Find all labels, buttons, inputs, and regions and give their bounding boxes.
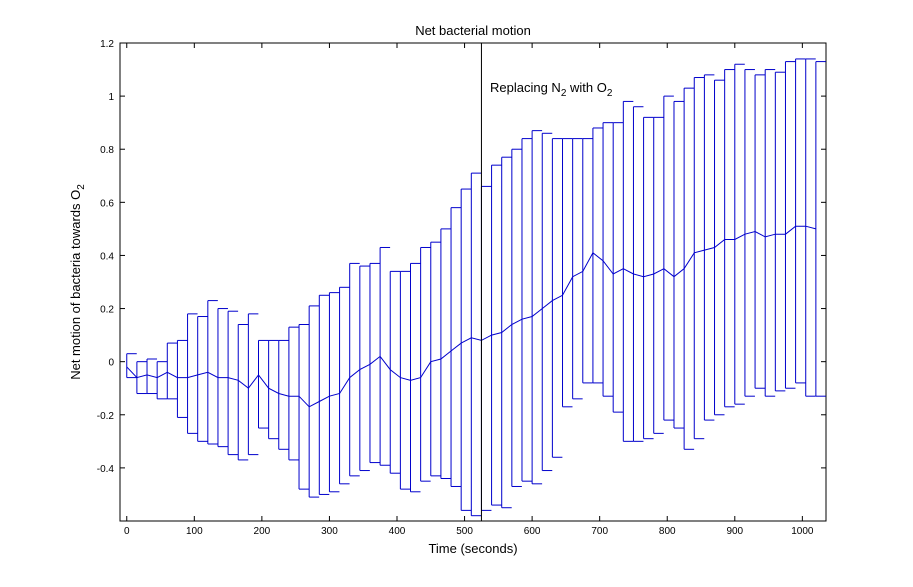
error-bar [734, 63, 745, 405]
error-bar [551, 138, 563, 458]
error-bar [146, 358, 158, 395]
error-bar [602, 122, 614, 397]
error-bar [410, 262, 421, 493]
error-bar [156, 361, 168, 400]
error-bar [318, 294, 330, 495]
x-tick-label: 500 [456, 526, 473, 537]
error-bar [612, 122, 624, 413]
error-bar [673, 100, 684, 429]
x-axis-ticks: 0 100 200 300 400 500 600 700 800 900 1000 [124, 43, 814, 537]
x-tick-label: 800 [659, 526, 676, 537]
y-tick-label: 0.6 [100, 198, 114, 209]
error-bar [450, 207, 462, 487]
error-bar [562, 138, 573, 408]
error-bar [744, 69, 755, 397]
error-bars [126, 58, 826, 517]
error-bar [430, 241, 441, 477]
error-bar [308, 305, 320, 498]
x-tick-label: 400 [389, 526, 406, 537]
error-bar [764, 69, 776, 397]
annotation-text: Replacing N2 with O2 [490, 80, 613, 99]
error-bar [420, 246, 431, 482]
error-bar [572, 138, 583, 400]
error-bar [288, 326, 299, 461]
y-axis-ticks: -0.4 -0.2 0 0.2 0.4 0.6 0.8 1 1.2 [97, 39, 826, 475]
y-axis-label-subscript: 2 [76, 184, 87, 190]
error-bar [582, 138, 593, 384]
error-bar [541, 132, 553, 472]
error-bar [693, 77, 705, 440]
error-bar [663, 95, 674, 421]
mean-line [126, 225, 817, 408]
error-bar [166, 342, 178, 400]
error-bar [227, 310, 239, 456]
plot-area [119, 42, 827, 522]
error-bar [197, 316, 208, 442]
annotation-part: with O [566, 80, 606, 95]
y-tick-label: -0.4 [97, 464, 115, 475]
error-bar [805, 58, 816, 397]
error-bar [389, 270, 401, 474]
error-bar [328, 292, 340, 493]
error-bar [187, 313, 198, 434]
error-bar [470, 172, 482, 517]
error-bar [784, 61, 796, 389]
annotation-part: Replacing N [490, 80, 561, 95]
error-bar [298, 323, 310, 490]
y-tick-label: 0.8 [100, 145, 114, 156]
error-bar [440, 228, 451, 480]
y-tick-label: 1 [108, 92, 114, 103]
annotation-subscript: 2 [561, 88, 567, 99]
x-tick-label: 0 [124, 526, 130, 537]
y-tick-label: 0 [108, 358, 114, 369]
error-bar [369, 262, 380, 464]
error-bar [268, 339, 279, 440]
x-axis-label: Time (seconds) [428, 541, 517, 556]
error-bar [460, 188, 472, 511]
x-tick-label: 700 [591, 526, 608, 537]
error-bar [339, 286, 350, 485]
x-tick-label: 1000 [791, 526, 814, 537]
x-tick-label: 200 [254, 526, 271, 537]
error-bar [257, 339, 269, 429]
x-tick-label: 100 [186, 526, 203, 537]
error-bar [349, 262, 360, 477]
error-bar [237, 323, 249, 461]
y-axis-label: Net motion of bacteria towards O2 [68, 184, 87, 380]
x-tick-label: 300 [321, 526, 338, 537]
error-bar [774, 71, 786, 392]
error-bar [359, 265, 370, 472]
y-tick-label: 0.4 [100, 251, 114, 262]
x-tick-label: 600 [524, 526, 541, 537]
error-bar [176, 339, 188, 418]
error-bar [622, 100, 634, 442]
error-bar [703, 74, 715, 421]
error-bar [643, 116, 654, 440]
error-bar [126, 353, 137, 379]
error-bar [592, 127, 603, 384]
error-bar [653, 116, 664, 434]
y-axis-label-main: Net motion of bacteria towards O [68, 190, 83, 380]
annotation-subscript: 2 [607, 88, 613, 99]
error-bar [278, 339, 289, 450]
y-tick-label: 1.2 [100, 39, 114, 50]
error-bar [724, 69, 735, 408]
error-bar [795, 58, 806, 384]
error-bar [521, 138, 532, 482]
chart-title: Net bacterial motion [415, 23, 531, 38]
y-tick-label: -0.2 [97, 411, 115, 422]
error-bar [511, 148, 522, 487]
y-tick-label: 0.2 [100, 305, 114, 316]
error-bar [531, 130, 543, 485]
x-tick-label: 900 [726, 526, 743, 537]
error-bar [399, 270, 411, 490]
error-bar [247, 313, 259, 456]
mean-series [126, 225, 817, 408]
